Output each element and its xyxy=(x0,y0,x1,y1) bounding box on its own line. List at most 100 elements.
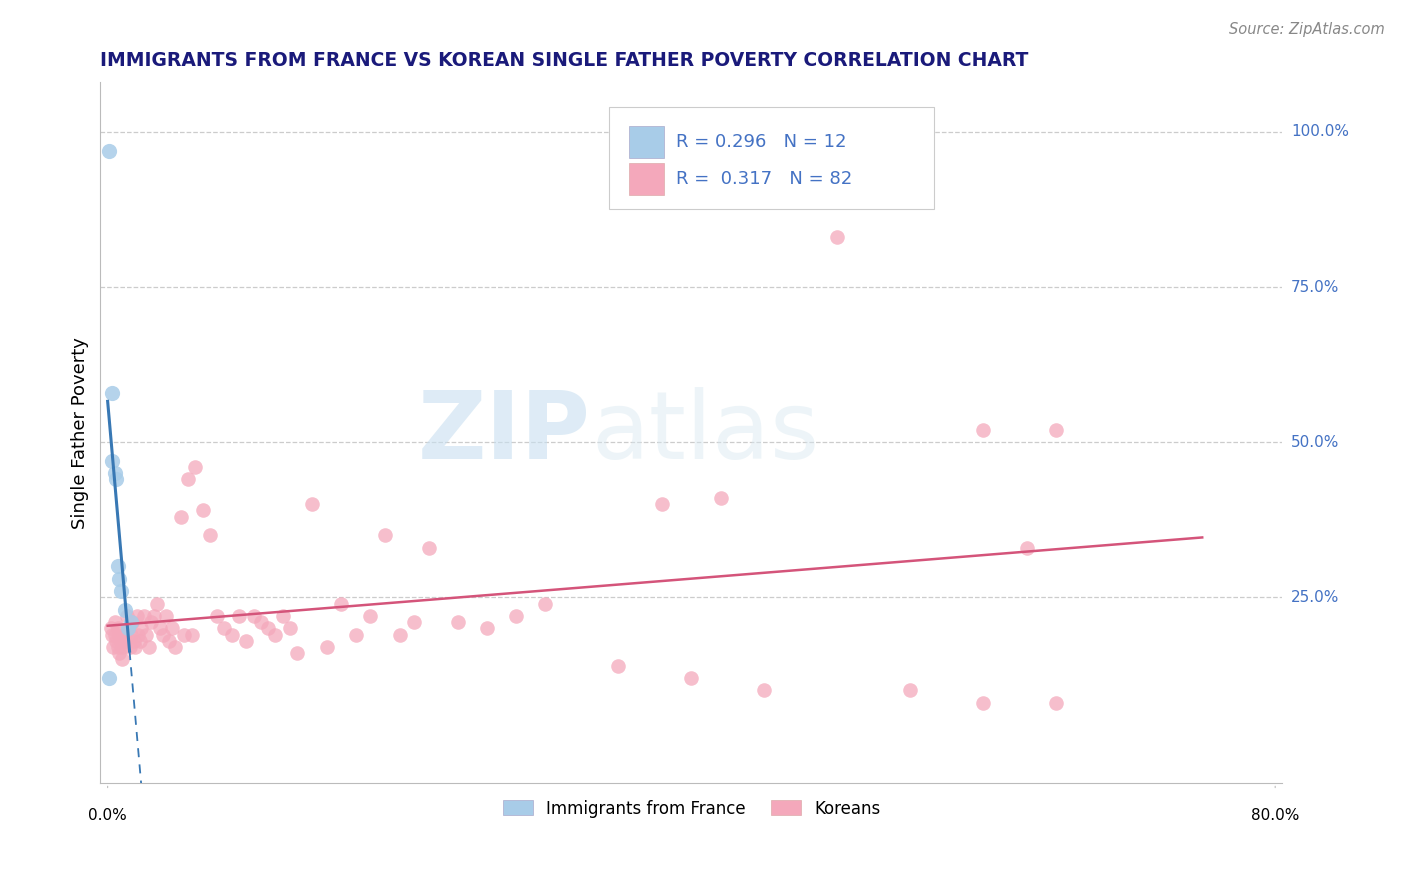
Point xyxy=(169,509,191,524)
Point xyxy=(104,467,127,481)
Point xyxy=(205,609,228,624)
Bar xyxy=(628,163,664,194)
Point xyxy=(214,621,236,635)
Text: 50.0%: 50.0% xyxy=(1291,434,1339,450)
Point xyxy=(115,609,138,624)
Point xyxy=(315,640,337,654)
Point xyxy=(104,627,127,641)
Point xyxy=(125,609,148,624)
Point xyxy=(152,627,174,641)
Point xyxy=(112,627,135,641)
Point xyxy=(160,621,183,635)
Point xyxy=(250,615,273,629)
Point xyxy=(100,621,122,635)
Point xyxy=(108,646,131,660)
Point xyxy=(972,696,994,710)
Point xyxy=(101,454,124,468)
Point xyxy=(117,621,139,635)
Point xyxy=(710,491,733,505)
Point xyxy=(287,646,309,660)
Point xyxy=(235,633,257,648)
Text: 0.0%: 0.0% xyxy=(89,808,127,823)
Y-axis label: Single Father Poverty: Single Father Poverty xyxy=(72,337,89,529)
Point xyxy=(98,144,121,158)
Point xyxy=(149,621,172,635)
Point xyxy=(505,609,527,624)
Point xyxy=(105,472,128,486)
Point xyxy=(221,627,243,641)
Point xyxy=(127,627,149,641)
Point xyxy=(143,609,166,624)
Text: 80.0%: 80.0% xyxy=(1251,808,1299,823)
Text: 75.0%: 75.0% xyxy=(1291,279,1339,294)
Point xyxy=(271,609,294,624)
Point xyxy=(1045,423,1067,437)
Point xyxy=(155,609,177,624)
Point xyxy=(111,652,134,666)
Point xyxy=(114,603,136,617)
Point xyxy=(607,658,630,673)
Point xyxy=(117,621,139,635)
Point xyxy=(110,633,132,648)
Legend: Immigrants from France, Koreans: Immigrants from France, Koreans xyxy=(496,793,887,824)
Point xyxy=(120,615,142,629)
Text: 25.0%: 25.0% xyxy=(1291,590,1339,605)
Point xyxy=(173,627,195,641)
Point xyxy=(651,497,673,511)
Point xyxy=(301,497,323,511)
Point xyxy=(146,597,169,611)
Point xyxy=(972,423,994,437)
Point xyxy=(754,683,776,698)
Point xyxy=(124,640,146,654)
Point xyxy=(1045,696,1067,710)
Point xyxy=(107,640,129,654)
Point xyxy=(330,597,353,611)
Point xyxy=(388,627,411,641)
Point xyxy=(534,597,557,611)
Point xyxy=(264,627,287,641)
Point xyxy=(118,640,141,654)
FancyBboxPatch shape xyxy=(609,107,934,209)
Text: IMMIGRANTS FROM FRANCE VS KOREAN SINGLE FATHER POVERTY CORRELATION CHART: IMMIGRANTS FROM FRANCE VS KOREAN SINGLE … xyxy=(100,51,1029,70)
Point xyxy=(191,503,214,517)
Point xyxy=(138,640,160,654)
Text: Source: ZipAtlas.com: Source: ZipAtlas.com xyxy=(1229,22,1385,37)
Point xyxy=(404,615,426,629)
Point xyxy=(134,609,156,624)
Point xyxy=(107,621,129,635)
Point xyxy=(184,460,207,475)
Point xyxy=(374,528,396,542)
Point xyxy=(177,472,200,486)
Point xyxy=(681,671,703,685)
Point xyxy=(257,621,280,635)
Point xyxy=(98,671,121,685)
Point xyxy=(120,627,142,641)
Point xyxy=(121,615,143,629)
Point xyxy=(108,572,131,586)
Point xyxy=(898,683,921,698)
Point xyxy=(827,230,849,244)
Point xyxy=(129,621,152,635)
Point xyxy=(228,609,250,624)
Point xyxy=(104,615,127,629)
Point xyxy=(278,621,301,635)
Point xyxy=(107,559,129,574)
Point xyxy=(101,627,124,641)
Text: R = 0.296   N = 12: R = 0.296 N = 12 xyxy=(676,133,846,151)
Point xyxy=(344,627,367,641)
Point xyxy=(1017,541,1039,555)
Point xyxy=(110,584,132,599)
Point xyxy=(128,633,150,648)
Point xyxy=(181,627,204,641)
Point xyxy=(103,640,125,654)
Point xyxy=(114,633,136,648)
Text: atlas: atlas xyxy=(591,387,820,479)
Point xyxy=(135,627,157,641)
Point xyxy=(198,528,221,542)
Text: ZIP: ZIP xyxy=(418,387,591,479)
Point xyxy=(101,385,124,400)
Point xyxy=(105,633,128,648)
Point xyxy=(141,615,163,629)
Text: 100.0%: 100.0% xyxy=(1291,125,1348,139)
Point xyxy=(157,633,180,648)
